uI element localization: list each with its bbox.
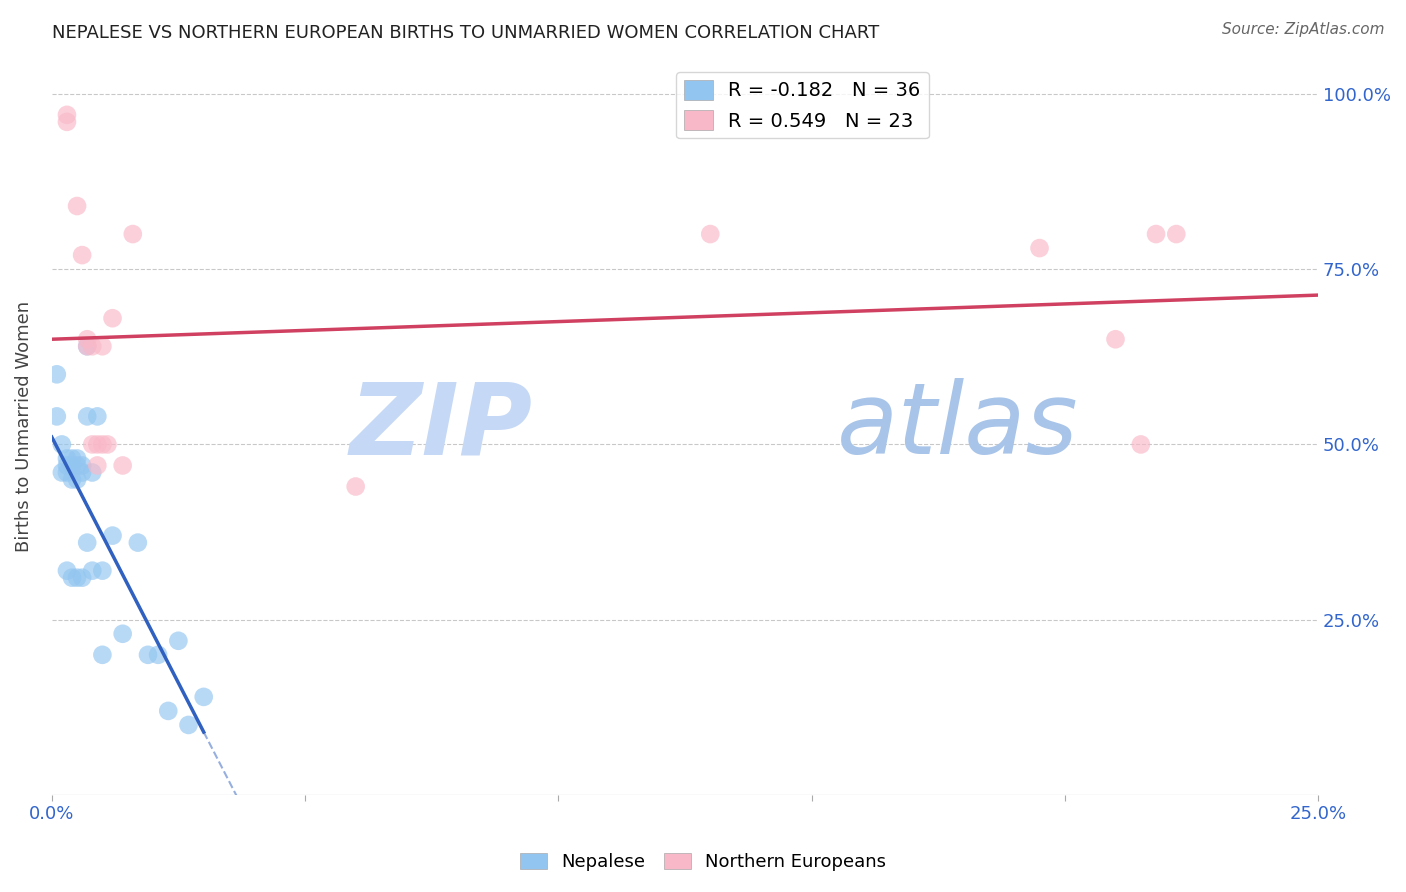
Point — [76, 332, 98, 346]
Point — [45, 368, 67, 382]
Point — [91, 437, 114, 451]
Point — [60, 451, 83, 466]
Point — [56, 451, 79, 466]
Point — [86, 458, 108, 473]
Point — [70, 466, 93, 480]
Point — [1028, 241, 1050, 255]
Point — [60, 571, 83, 585]
Point — [86, 409, 108, 424]
Point — [51, 437, 73, 451]
Text: atlas: atlas — [837, 378, 1078, 475]
Point — [86, 437, 108, 451]
Point — [56, 564, 79, 578]
Point — [70, 571, 93, 585]
Point — [82, 564, 104, 578]
Point — [101, 311, 124, 326]
Y-axis label: Births to Unmarried Women: Births to Unmarried Women — [15, 301, 32, 552]
Point — [146, 648, 169, 662]
Point — [76, 535, 98, 549]
Point — [91, 339, 114, 353]
Point — [56, 458, 79, 473]
Point — [1129, 437, 1152, 451]
Point — [96, 437, 118, 451]
Point — [51, 466, 73, 480]
Point — [66, 473, 89, 487]
Point — [127, 535, 149, 549]
Point — [82, 437, 104, 451]
Point — [111, 458, 134, 473]
Text: ZIP: ZIP — [350, 378, 533, 475]
Point — [193, 690, 215, 704]
Point — [177, 718, 200, 732]
Text: Source: ZipAtlas.com: Source: ZipAtlas.com — [1222, 22, 1385, 37]
Point — [1166, 227, 1188, 241]
Point — [45, 409, 67, 424]
Text: NEPALESE VS NORTHERN EUROPEAN BIRTHS TO UNMARRIED WOMEN CORRELATION CHART: NEPALESE VS NORTHERN EUROPEAN BIRTHS TO … — [52, 24, 879, 42]
Point — [70, 248, 93, 262]
Point — [136, 648, 159, 662]
Point — [1144, 227, 1167, 241]
Point — [66, 458, 89, 473]
Point — [82, 339, 104, 353]
Point — [60, 458, 83, 473]
Point — [56, 115, 79, 129]
Point — [70, 458, 93, 473]
Point — [101, 528, 124, 542]
Point — [76, 409, 98, 424]
Point — [56, 108, 79, 122]
Point — [121, 227, 143, 241]
Point — [66, 451, 89, 466]
Legend: Nepalese, Northern Europeans: Nepalese, Northern Europeans — [513, 846, 893, 879]
Point — [167, 633, 190, 648]
Point — [699, 227, 721, 241]
Point — [157, 704, 180, 718]
Legend: R = -0.182   N = 36, R = 0.549   N = 23: R = -0.182 N = 36, R = 0.549 N = 23 — [676, 72, 928, 138]
Point — [82, 466, 104, 480]
Point — [76, 339, 98, 353]
Point — [91, 648, 114, 662]
Point — [91, 564, 114, 578]
Point — [66, 571, 89, 585]
Point — [66, 199, 89, 213]
Point — [111, 627, 134, 641]
Point — [1104, 332, 1126, 346]
Point — [56, 466, 79, 480]
Point — [344, 479, 367, 493]
Point — [76, 339, 98, 353]
Point — [60, 473, 83, 487]
